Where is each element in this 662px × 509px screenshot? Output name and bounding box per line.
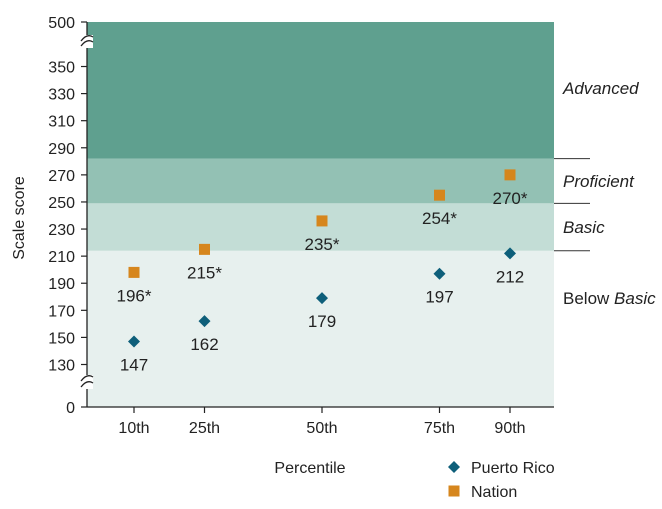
y-tick-label-0: 0 (66, 400, 75, 417)
legend-marker-puerto-rico (448, 461, 460, 473)
point-puerto-rico-10th (128, 335, 140, 348)
label-nation-50th: 235* (305, 235, 340, 254)
y-tick-label-3: 170 (48, 303, 75, 320)
x-tick-label-2: 50th (306, 420, 337, 437)
y-axis-title: Scale score (11, 176, 28, 260)
achievement-bands (87, 22, 554, 407)
point-nation-50th (316, 215, 328, 227)
band-label-0: Below Basic (563, 289, 656, 308)
label-nation-25th: 215* (187, 263, 222, 282)
data-labels: 147 162 179 197 212 196* 215* 235* 254* 270* (117, 189, 528, 375)
axis-break-upper-1 (80, 375, 94, 382)
band-2 (87, 158, 554, 204)
axes (80, 22, 554, 408)
legend-label-nation: Nation (471, 484, 517, 501)
y-tick-label-10: 310 (48, 114, 75, 131)
x-tick-label-1: 25th (189, 420, 220, 437)
band-label-2: Proficient (563, 172, 635, 191)
band-0 (87, 250, 554, 407)
x-axis-title: Percentile (274, 460, 345, 477)
point-puerto-rico-25th (198, 315, 211, 328)
axis-break-lower-1 (80, 381, 94, 388)
point-puerto-rico-75th (433, 267, 446, 280)
label-puerto-rico-90th: 212 (496, 267, 524, 286)
axis-break-upper-0 (80, 35, 94, 42)
y-tick-label-9: 290 (48, 141, 75, 158)
band-boundary-lines (554, 158, 590, 252)
y-tick-label-8: 270 (48, 168, 75, 185)
legend: Puerto Rico Nation (448, 460, 555, 501)
legend-marker-nation (448, 485, 460, 497)
band-3 (87, 22, 554, 159)
label-puerto-rico-75th: 197 (425, 288, 453, 307)
y-tick-label-11: 330 (48, 87, 75, 104)
band-labels: Below Basic Basic Proficient Advanced (562, 79, 656, 308)
label-puerto-rico-50th: 179 (308, 312, 336, 331)
band-1 (87, 203, 554, 251)
y-tick-label-7: 250 (48, 195, 75, 212)
y-tick-label-12: 350 (48, 60, 75, 77)
x-tick-label-3: 75th (424, 420, 455, 437)
axis-break-lower-0 (80, 40, 94, 47)
point-nation-10th (128, 266, 140, 278)
x-tick-label-4: 90th (494, 420, 525, 437)
point-nation-75th (434, 189, 445, 201)
y-tick-labels: 0 130 150 170 190 210 230 250 270 290 310 330 350 500 (48, 15, 87, 417)
point-puerto-rico-90th (504, 247, 516, 260)
data-points (128, 169, 516, 348)
y-tick-label-5: 210 (48, 249, 75, 266)
y-tick-label-4: 190 (48, 276, 75, 293)
y-tick-label-1: 130 (48, 358, 75, 375)
y-tick-label-13: 500 (48, 15, 75, 32)
label-puerto-rico-10th: 147 (120, 355, 148, 374)
x-tick-labels: 10th 25th 50th 75th 90th (118, 407, 526, 437)
point-nation-90th (504, 169, 516, 181)
band-label-1: Basic (563, 218, 605, 237)
point-nation-25th (199, 243, 210, 255)
label-nation-90th: 270* (493, 189, 528, 208)
y-tick-label-6: 230 (48, 222, 75, 239)
x-tick-label-0: 10th (118, 420, 149, 437)
label-nation-10th: 196* (117, 286, 152, 305)
legend-label-puerto-rico: Puerto Rico (471, 460, 555, 477)
band-label-3: Advanced (562, 79, 639, 98)
label-nation-75th: 254* (422, 209, 457, 228)
y-tick-label-2: 150 (48, 330, 75, 347)
label-puerto-rico-25th: 162 (190, 335, 218, 354)
point-puerto-rico-50th (316, 292, 328, 305)
